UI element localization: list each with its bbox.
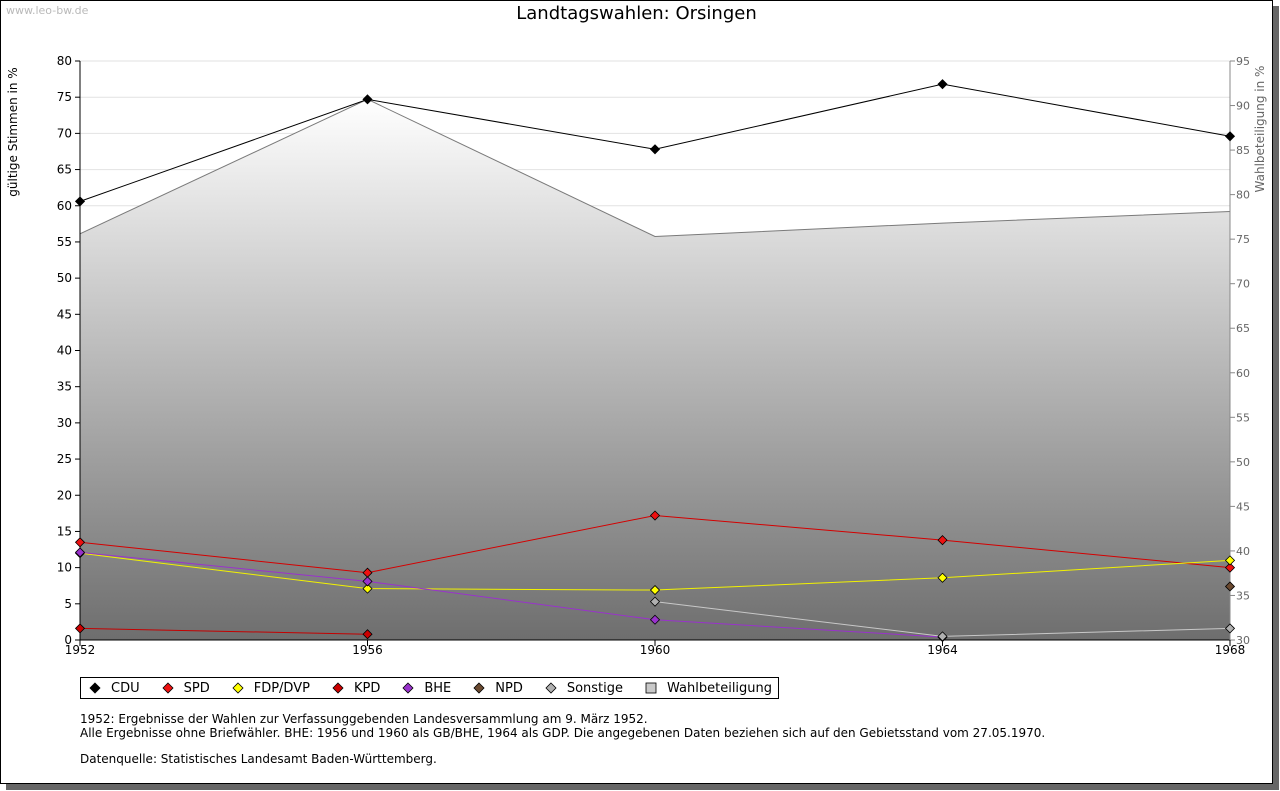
note-line: Alle Ergebnisse ohne Briefwähler. BHE: 1… bbox=[80, 725, 1046, 740]
watermark: www.leo-bw.de bbox=[6, 4, 89, 17]
x-tick-label: 1956 bbox=[352, 643, 383, 657]
y2-tick-label: 50 bbox=[1236, 456, 1250, 469]
y2-tick-label: 60 bbox=[1236, 367, 1250, 380]
y2-tick-label: 75 bbox=[1236, 233, 1250, 246]
data-point-fdp-dvp bbox=[937, 572, 948, 583]
y-tick-label: 45 bbox=[57, 307, 72, 321]
legend-item-npd: NPD bbox=[473, 681, 523, 696]
x-tick-label: 1960 bbox=[640, 643, 671, 657]
data-point-bhe bbox=[649, 614, 661, 625]
note-line: 1952: Ergebnisse der Wahlen zur Verfassu… bbox=[80, 712, 648, 726]
y-tick-label: 30 bbox=[57, 416, 72, 430]
y-tick-label: 50 bbox=[57, 271, 72, 285]
data-point-kpd bbox=[362, 629, 373, 640]
chart-legend: CDU SPD FDP/DVP KPD BHE NPD Sonstige Wahlbeteil… bbox=[80, 677, 780, 699]
data-point-fdp-dvp bbox=[649, 584, 661, 596]
x-tick-label: 1968 bbox=[1215, 643, 1246, 657]
y-tick-label: 5 bbox=[64, 597, 72, 611]
legend-item-cdu: CDU bbox=[89, 681, 140, 696]
legend-item-bhe: BHE bbox=[402, 681, 451, 696]
x-tick-label: 1952 bbox=[65, 643, 96, 657]
legend-item-spd: SPD bbox=[162, 681, 210, 696]
y2-tick-label: 90 bbox=[1236, 100, 1250, 113]
y2-tick-label: 80 bbox=[1236, 189, 1250, 202]
legend-label: FDP/DVP bbox=[253, 680, 310, 696]
y2-tick-label: 65 bbox=[1236, 322, 1250, 335]
y-tick-label: 80 bbox=[57, 54, 72, 68]
data-point-kpd bbox=[74, 623, 86, 634]
legend-marker-npd bbox=[473, 682, 485, 694]
data-point-bhe bbox=[362, 576, 373, 587]
y-tick-label: 55 bbox=[57, 235, 72, 249]
frame-shadow-right bbox=[1273, 6, 1279, 790]
legend-item-wahlbeteiligung: Wahlbeteiligung bbox=[645, 681, 772, 696]
legend-item-sonstige: Sonstige bbox=[545, 681, 623, 696]
legend-label: CDU bbox=[111, 680, 140, 696]
data-point-cdu bbox=[1224, 131, 1236, 142]
legend-label: NPD bbox=[495, 680, 523, 696]
legend-label: Sonstige bbox=[566, 680, 624, 696]
legend-marker-cdu bbox=[89, 682, 101, 694]
y-tick-label: 10 bbox=[57, 561, 72, 575]
data-point-cdu bbox=[937, 79, 948, 90]
y-tick-label: 70 bbox=[57, 126, 72, 140]
legend-marker-wahlbeteiligung bbox=[645, 682, 657, 694]
data-point-spd bbox=[1224, 562, 1236, 573]
data-point-cdu bbox=[74, 196, 86, 207]
y2-tick-label: 55 bbox=[1236, 411, 1250, 424]
y2-tick-label: 95 bbox=[1236, 55, 1250, 68]
data-point-fdp-dvp bbox=[1224, 555, 1236, 566]
y-tick-label: 15 bbox=[57, 524, 72, 538]
data-source: Datenquelle: Statistisches Landesamt Bad… bbox=[80, 752, 437, 766]
x-tick-label: 1964 bbox=[927, 643, 958, 657]
legend-marker-fdp-dvp bbox=[232, 682, 244, 694]
data-point-fdp-dvp bbox=[362, 583, 373, 594]
legend-label: SPD bbox=[183, 680, 210, 696]
y-tick-label: 75 bbox=[57, 90, 72, 104]
data-point-spd bbox=[937, 535, 948, 546]
y-tick-label: 65 bbox=[57, 163, 72, 177]
legend-marker-bhe bbox=[402, 682, 414, 694]
data-point-sonstige bbox=[937, 631, 948, 642]
y2-tick-label: 85 bbox=[1236, 144, 1250, 157]
legend-label: Wahlbeteiligung bbox=[667, 680, 773, 696]
turnout-line bbox=[79, 98, 1231, 237]
data-point-sonstige bbox=[1224, 623, 1236, 634]
turnout-area bbox=[80, 99, 1230, 640]
chart-title: Landtagswahlen: Orsingen bbox=[516, 3, 757, 24]
data-point-sonstige bbox=[649, 596, 661, 607]
data-point-spd bbox=[649, 510, 661, 521]
y2-tick-label: 45 bbox=[1236, 500, 1250, 513]
chart-notes: 1952: Ergebnisse der Wahlen zur Verfassu… bbox=[80, 712, 1046, 740]
y2-tick-label: 30 bbox=[1236, 634, 1250, 647]
data-point-npd bbox=[1224, 581, 1236, 592]
data-point-cdu bbox=[362, 94, 373, 105]
y-tick-label: 35 bbox=[57, 380, 72, 394]
y2-tick-label: 40 bbox=[1236, 545, 1250, 558]
frame-shadow-bottom bbox=[6, 784, 1279, 790]
legend-marker-sonstige bbox=[545, 682, 557, 694]
series-line-bhe bbox=[79, 551, 943, 638]
legend-item-kpd: KPD bbox=[332, 681, 380, 696]
legend-label: BHE bbox=[424, 680, 452, 696]
legend-item-fdp-dvp: FDP/DVP bbox=[232, 681, 310, 696]
y-tick-label: 20 bbox=[57, 488, 72, 502]
y-tick-label: 0 bbox=[64, 633, 72, 647]
y2-tick-label: 35 bbox=[1236, 589, 1250, 602]
y-tick-label: 25 bbox=[57, 452, 72, 466]
legend-label: KPD bbox=[353, 680, 381, 696]
y2-tick-label: 70 bbox=[1236, 278, 1250, 291]
legend-marker-spd bbox=[162, 682, 174, 694]
y-tick-label: 40 bbox=[57, 344, 72, 358]
data-point-spd bbox=[74, 537, 86, 548]
data-point-bhe bbox=[74, 547, 86, 558]
y-tick-label: 60 bbox=[57, 199, 72, 213]
data-point-cdu bbox=[649, 144, 661, 155]
series-line-kpd bbox=[79, 627, 368, 635]
legend-marker-kpd bbox=[332, 682, 344, 694]
